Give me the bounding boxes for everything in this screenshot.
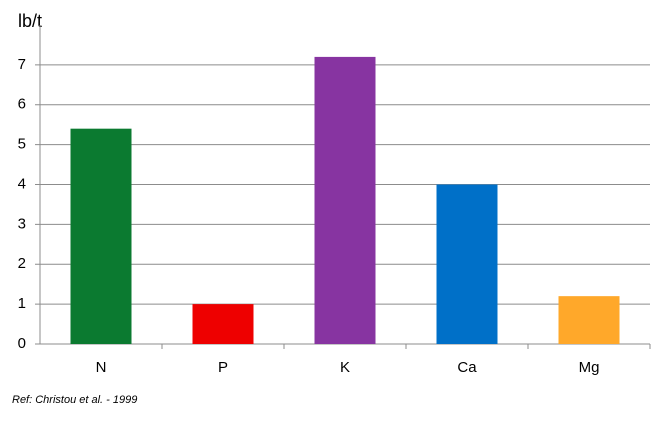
y-axis-label: lb/t	[18, 11, 42, 31]
y-tick-label: 2	[18, 255, 26, 272]
x-tick-label: K	[340, 359, 350, 376]
x-tick-label: Ca	[457, 359, 477, 376]
y-tick-label: 3	[18, 215, 26, 232]
y-tick-label: 7	[18, 56, 26, 73]
x-tick-label: Mg	[579, 359, 600, 376]
x-tick-label: P	[218, 359, 228, 376]
bar	[558, 296, 620, 344]
bar	[192, 304, 254, 344]
y-tick-label: 5	[18, 136, 26, 153]
bar	[436, 184, 498, 344]
y-tick-label: 4	[18, 175, 26, 192]
y-tick-label: 6	[18, 96, 26, 113]
x-tick-label: N	[96, 359, 107, 376]
y-tick-label: 1	[18, 295, 26, 312]
footnote: Ref: Christou et al. - 1999	[12, 394, 137, 406]
bar	[70, 128, 132, 344]
y-tick-label: 0	[18, 335, 26, 352]
bar	[314, 56, 376, 345]
